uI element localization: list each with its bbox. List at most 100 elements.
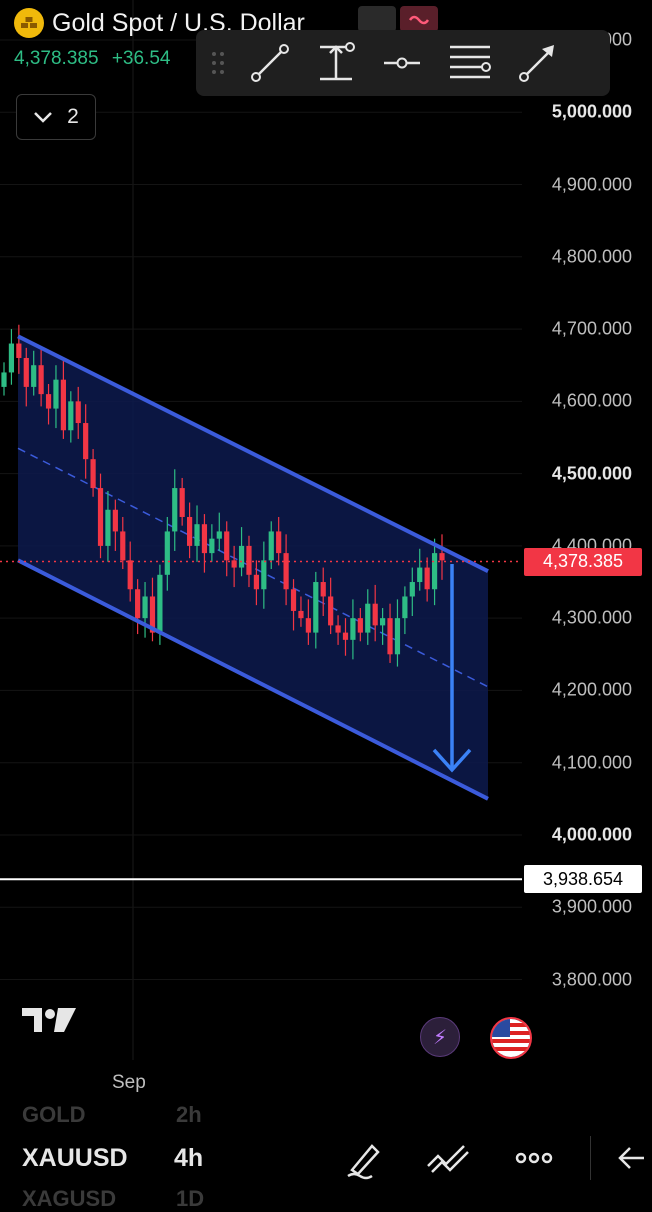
- candle-body[interactable]: [194, 524, 200, 546]
- candle-body[interactable]: [142, 596, 148, 619]
- channel-upper-line[interactable]: [17, 334, 489, 573]
- price-axis-label: 4,900.000: [551, 174, 632, 195]
- pen-icon[interactable]: [342, 1136, 386, 1180]
- candle-body[interactable]: [394, 618, 401, 655]
- candle-body[interactable]: [268, 531, 274, 561]
- more-icon[interactable]: [514, 1136, 554, 1180]
- price-axis-label: 4,700.000: [551, 318, 632, 339]
- chevron-down-icon: [34, 112, 53, 123]
- fib-lines-icon[interactable]: [446, 41, 494, 85]
- candle-body[interactable]: [53, 379, 59, 409]
- candle-body[interactable]: [201, 524, 208, 554]
- candle-body[interactable]: [157, 574, 163, 633]
- candle-body[interactable]: [8, 343, 15, 373]
- candle-body[interactable]: [38, 365, 44, 395]
- candle-body[interactable]: [313, 582, 319, 633]
- reference-price-tag[interactable]: 3,938.654: [524, 865, 642, 894]
- candle-body[interactable]: [431, 553, 438, 590]
- candle-body[interactable]: [328, 596, 334, 626]
- footer-divider: [590, 1136, 591, 1180]
- candle-body[interactable]: [372, 603, 378, 626]
- price-axis-label: 4,800.000: [551, 246, 632, 267]
- candle-body[interactable]: [90, 459, 96, 489]
- candle-body[interactable]: [149, 596, 156, 633]
- candle-body[interactable]: [357, 618, 363, 633]
- projection-arrow-head: [432, 748, 472, 773]
- horizontal-ray-icon[interactable]: [380, 41, 424, 85]
- candle-body[interactable]: [179, 488, 185, 517]
- candle-body[interactable]: [246, 545, 252, 575]
- price-axis-label: 4,500.000: [551, 463, 632, 484]
- candle-body[interactable]: [283, 553, 289, 590]
- candle-body[interactable]: [305, 618, 311, 633]
- price-change: +36.54: [111, 48, 171, 69]
- candle-body[interactable]: [439, 553, 445, 561]
- candle-body[interactable]: [380, 618, 386, 626]
- candle-body[interactable]: [253, 574, 260, 590]
- candle-body[interactable]: [238, 545, 245, 568]
- candle-body[interactable]: [231, 560, 237, 568]
- drag-handle-icon[interactable]: [210, 48, 226, 78]
- candle-body[interactable]: [1, 372, 7, 387]
- candle-body[interactable]: [112, 509, 118, 532]
- candle-body[interactable]: [60, 379, 66, 431]
- candle-body[interactable]: [387, 618, 393, 655]
- candle-body[interactable]: [320, 582, 326, 597]
- draw-tools-icon[interactable]: [424, 1136, 472, 1180]
- price-axis-label: 4,200.000: [551, 679, 632, 700]
- range-icon[interactable]: [314, 41, 358, 85]
- candle-body[interactable]: [172, 488, 178, 532]
- candle-body[interactable]: [83, 423, 89, 460]
- candle-body[interactable]: [16, 343, 22, 358]
- us-flag-icon[interactable]: [490, 1017, 532, 1059]
- tradingview-logo[interactable]: [22, 1006, 78, 1039]
- candle-body[interactable]: [186, 516, 193, 546]
- price-axis-label: 4,300.000: [551, 607, 632, 628]
- channel-lower-line[interactable]: [17, 558, 489, 801]
- toolbar-tab-wave[interactable]: [400, 6, 438, 32]
- candle-body[interactable]: [417, 567, 423, 583]
- candle-body[interactable]: [120, 531, 126, 561]
- price-chart[interactable]: [0, 0, 652, 1100]
- candle-body[interactable]: [135, 589, 141, 619]
- candle-body[interactable]: [68, 401, 74, 431]
- candle-body[interactable]: [31, 365, 37, 387]
- candle-body[interactable]: [424, 567, 430, 590]
- candle-body[interactable]: [97, 488, 104, 546]
- candle-body[interactable]: [365, 603, 371, 633]
- candle-body[interactable]: [164, 531, 170, 575]
- arrow-line-icon[interactable]: [516, 41, 560, 85]
- candle-body[interactable]: [209, 538, 215, 554]
- layers-dropdown-button[interactable]: 2: [16, 94, 96, 140]
- candle-body[interactable]: [290, 589, 297, 611]
- last-price: 4,378.385: [14, 48, 99, 69]
- timeframe-selector[interactable]: 4h: [174, 1144, 204, 1172]
- candle-body[interactable]: [350, 618, 356, 640]
- candle-body[interactable]: [298, 610, 304, 619]
- candle-body[interactable]: [216, 531, 222, 539]
- candle-body[interactable]: [105, 509, 111, 546]
- prev-timeframe-ghost[interactable]: 2h: [176, 1102, 202, 1127]
- candle-body[interactable]: [342, 632, 349, 640]
- toolbar-tab-grey[interactable]: [358, 6, 396, 32]
- lightning-icon[interactable]: ⚡: [420, 1017, 460, 1057]
- candle-body[interactable]: [224, 531, 230, 561]
- drawing-toolbar[interactable]: [196, 30, 610, 96]
- prev-symbol-ghost[interactable]: GOLD: [22, 1102, 86, 1127]
- candle-body[interactable]: [409, 582, 415, 597]
- next-timeframe-ghost[interactable]: 1D: [176, 1186, 205, 1211]
- symbol-selector[interactable]: XAUUSD: [22, 1144, 128, 1172]
- candle-body[interactable]: [276, 531, 282, 554]
- candle-body[interactable]: [127, 560, 133, 590]
- candle-body[interactable]: [261, 560, 267, 590]
- candle-body[interactable]: [45, 394, 52, 409]
- candle-body[interactable]: [75, 401, 81, 424]
- back-icon[interactable]: [614, 1136, 648, 1180]
- candle-body[interactable]: [402, 596, 408, 619]
- current-price-tag: 4,378.385: [524, 547, 642, 576]
- trend-line-icon[interactable]: [248, 41, 292, 85]
- candle-body[interactable]: [335, 625, 341, 633]
- price-axis-label: 5,000.000: [551, 101, 632, 122]
- candle-body[interactable]: [23, 357, 29, 387]
- next-symbol-ghost[interactable]: XAGUSD: [22, 1186, 117, 1211]
